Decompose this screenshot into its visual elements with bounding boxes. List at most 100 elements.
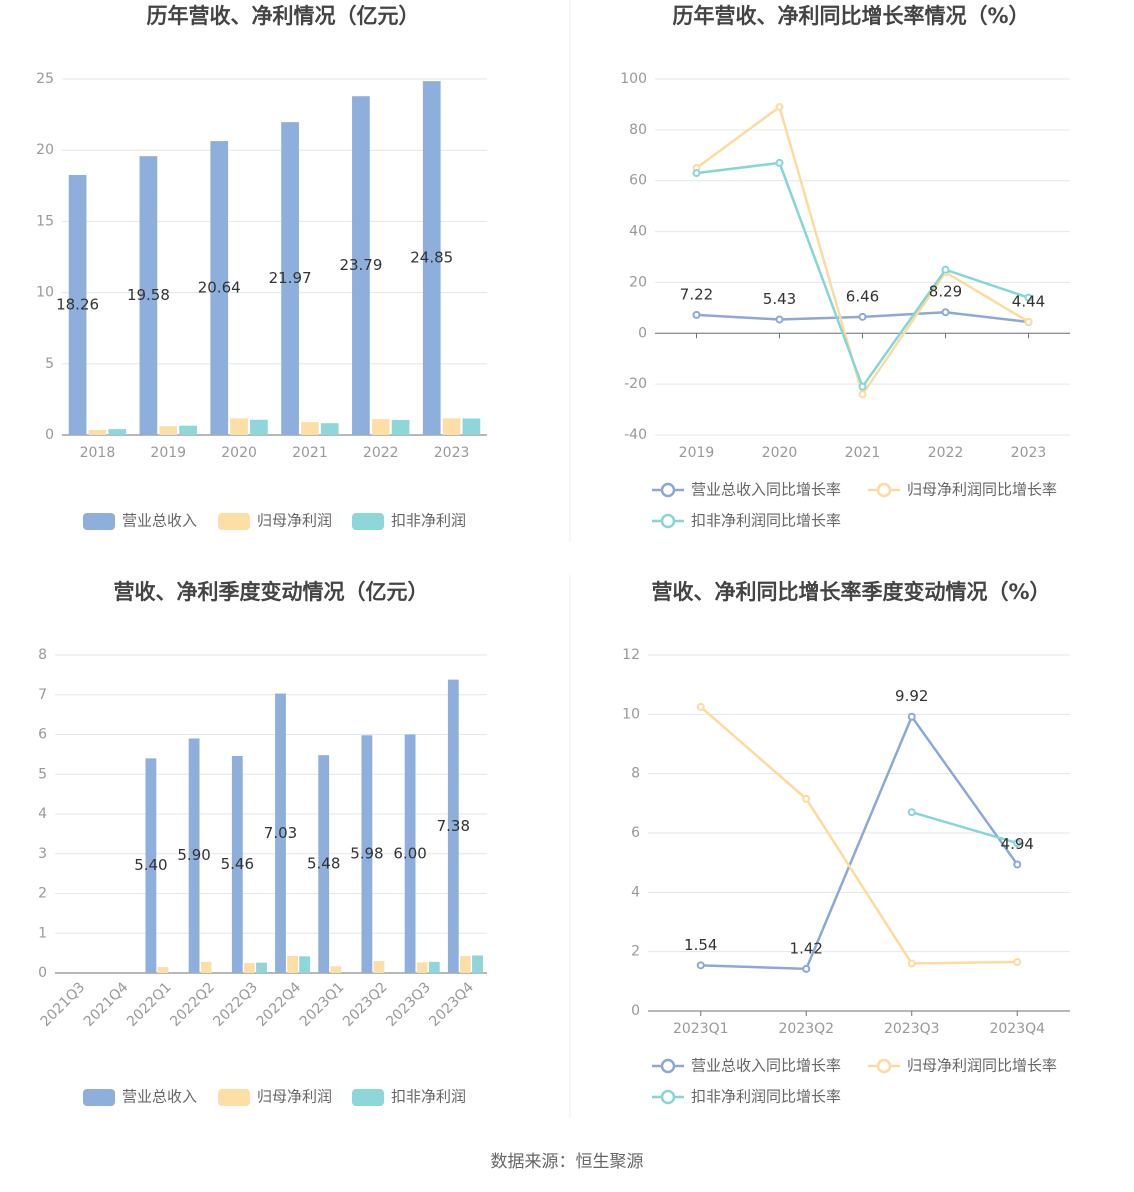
bar: [145, 758, 157, 973]
point: [907, 712, 916, 721]
bar: [188, 738, 200, 973]
bar: [462, 418, 481, 435]
x-tick-label: 2023Q1: [673, 1021, 729, 1037]
source-note: 数据来源：恒生聚源: [491, 1152, 644, 1172]
data-label: 4.44: [1012, 292, 1045, 310]
bar: [416, 962, 428, 973]
point: [907, 808, 916, 817]
point: [858, 390, 867, 399]
y-tick-label: 60: [629, 173, 647, 189]
legend-label: 扣非净利润: [391, 1088, 466, 1106]
bar: [88, 430, 107, 435]
legend-swatch: [83, 1089, 115, 1106]
data-label: 1.42: [790, 939, 823, 957]
point: [858, 382, 867, 391]
y-tick-label: 20: [36, 142, 54, 158]
data-label: 5.40: [134, 856, 167, 874]
legend-label: 营业总收入: [122, 512, 197, 530]
point: [775, 315, 784, 324]
bar: [428, 961, 440, 973]
legend-swatch: [352, 1089, 384, 1106]
bar: [244, 963, 255, 973]
y-tick-label: 0: [631, 1003, 640, 1019]
bar: [442, 418, 461, 435]
point: [907, 959, 916, 968]
x-tick-label: 2023Q3: [884, 1021, 940, 1037]
bar: [230, 418, 248, 435]
y-tick-label: 10: [36, 285, 54, 301]
data-label: 9.92: [895, 687, 928, 705]
legend-swatch: [660, 513, 676, 529]
point: [692, 310, 701, 319]
bar: [299, 956, 311, 973]
data-label: 5.48: [307, 855, 340, 873]
y-tick-label: 8: [631, 766, 640, 782]
data-label: 21.97: [269, 269, 312, 287]
legend-label: 营业总收入: [122, 1088, 197, 1106]
data-label: 23.79: [339, 256, 382, 274]
data-label: 7.22: [680, 285, 713, 303]
bar: [404, 734, 416, 973]
x-tick-label: 2021: [845, 445, 881, 461]
y-tick-label: 0: [45, 427, 54, 443]
point: [696, 961, 705, 970]
bar: [373, 961, 385, 973]
bar: [460, 955, 471, 973]
x-tick-label: 2023: [434, 445, 470, 461]
data-label: 19.58: [127, 286, 170, 304]
chart-title: 营收、净利同比增长率季度变动情况（%）: [651, 580, 1050, 604]
y-tick-label: -20: [624, 376, 647, 392]
legend-swatch: [660, 482, 676, 498]
bar: [422, 81, 441, 436]
x-tick-label: 2021: [292, 445, 328, 461]
y-tick-label: 20: [629, 274, 647, 290]
bar: [361, 735, 373, 973]
point: [692, 169, 701, 178]
y-tick-label: 10: [622, 706, 640, 722]
data-label: 24.85: [410, 249, 453, 267]
y-tick-label: 6: [38, 727, 47, 743]
y-tick-label: 2: [38, 886, 47, 902]
legend-swatch: [660, 1089, 676, 1105]
point: [802, 794, 811, 803]
legend-swatch: [876, 482, 892, 498]
legend-swatch: [660, 1058, 676, 1074]
chart-title: 历年营收、净利同比增长率情况（%）: [672, 4, 1029, 28]
x-tick-label: 2019: [150, 445, 186, 461]
bar: [391, 420, 410, 435]
bar: [108, 429, 127, 435]
y-tick-label: 40: [629, 224, 647, 240]
point: [1024, 293, 1033, 302]
bar: [371, 419, 390, 435]
y-tick-label: 0: [38, 965, 47, 981]
bar: [210, 141, 229, 435]
legend-swatch: [352, 513, 384, 530]
point: [696, 702, 705, 711]
legend-label: 扣非净利润同比增长率: [691, 512, 841, 530]
point: [775, 102, 784, 111]
bar: [352, 96, 370, 435]
bar: [287, 955, 298, 973]
series-line: [700, 714, 1019, 971]
legend-label: 归母净利润同比增长率: [907, 1057, 1057, 1075]
bar: [159, 426, 178, 435]
data-label: 5.43: [763, 290, 796, 308]
x-tick-label: 2020: [762, 445, 798, 461]
point: [1013, 958, 1022, 967]
point: [1013, 860, 1022, 869]
y-tick-label: 6: [631, 825, 640, 841]
legend-label: 归母净利润: [257, 1088, 332, 1106]
legend-label: 扣非净利润同比增长率: [691, 1088, 841, 1106]
legend-label: 归母净利润同比增长率: [907, 481, 1057, 499]
point: [941, 265, 950, 274]
point: [802, 964, 811, 973]
point: [1013, 839, 1022, 848]
y-tick-label: 0: [638, 325, 647, 341]
data-label: 20.64: [198, 279, 241, 297]
y-tick-label: 80: [629, 122, 647, 138]
data-label: 5.90: [177, 846, 210, 864]
bar: [256, 962, 267, 973]
chart-title: 历年营收、净利情况（亿元）: [147, 4, 420, 28]
bar: [139, 156, 158, 436]
